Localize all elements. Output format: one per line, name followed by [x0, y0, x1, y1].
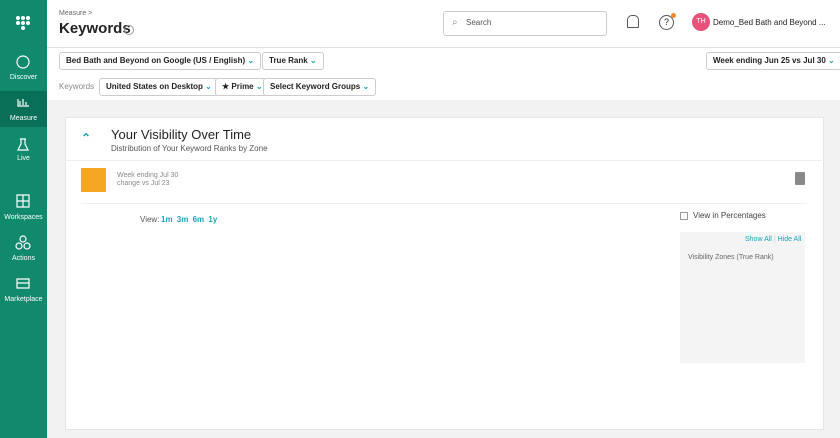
report-icon	[81, 168, 106, 192]
range[interactable]: 1m	[161, 215, 173, 224]
divider	[66, 160, 822, 161]
search-placeholder: Search	[466, 18, 492, 27]
search-box[interactable]: ⌕ Search	[443, 11, 607, 36]
divider	[81, 203, 807, 204]
range-options: 1m 3m 6m 1y	[161, 215, 217, 224]
legend-title: Visibility Zones (True Rank)	[688, 254, 774, 261]
location-dropdown[interactable]: United States on Desktop	[99, 78, 219, 96]
info-icon[interactable]	[124, 25, 134, 35]
card-title: Your Visibility Over Time	[111, 127, 252, 142]
bell-icon[interactable]	[627, 15, 639, 28]
download-icon[interactable]	[795, 172, 805, 185]
show-all[interactable]: Show All	[745, 236, 772, 243]
page-title: Keywords	[59, 20, 131, 37]
nav-icons: 01K2K3K4KNumber of Tracked KeywordsMay 1…	[0, 16, 47, 289]
nav-item[interactable]: Discover	[9, 74, 38, 81]
view-label: View:	[140, 215, 160, 224]
sidebar: 01K2K3K4KNumber of Tracked KeywordsMay 1…	[0, 0, 47, 438]
help-icon[interactable]: ?	[659, 15, 674, 30]
week-dropdown[interactable]: Week ending Jun 25 vs Jul 30	[706, 52, 840, 70]
filter-label: Keywords	[59, 82, 95, 91]
range[interactable]: 3m	[176, 215, 189, 224]
divider	[47, 47, 840, 48]
nav-item[interactable]: Workspaces	[4, 214, 43, 221]
legend-toggles: Show All | Hide All	[745, 236, 802, 243]
notice-dot	[671, 13, 676, 18]
rank-dropdown[interactable]: True Rank	[262, 52, 324, 70]
prime-label: ★ Prime	[222, 82, 254, 91]
change-note: change vs Jul 23	[117, 180, 170, 187]
groups-dropdown[interactable]: Select Keyword Groups	[263, 78, 377, 96]
percent-checkbox[interactable]	[680, 212, 688, 220]
nav-item[interactable]: Actions	[12, 255, 35, 262]
nav-item[interactable]: Live	[17, 155, 30, 162]
range[interactable]: 1y	[208, 215, 218, 224]
nav-item[interactable]: Marketplace	[4, 296, 43, 303]
percent-label[interactable]: View in Percentages	[693, 211, 766, 220]
breadcrumb[interactable]: Measure >	[59, 10, 93, 17]
card-subtitle: Distribution of Your Keyword Ranks by Zo…	[111, 144, 268, 153]
range[interactable]: 6m	[192, 215, 205, 224]
account-name[interactable]: Demo_Bed Bath and Beyond ...	[713, 18, 826, 27]
nav-item[interactable]: Measure	[9, 115, 38, 122]
hide-all[interactable]: Hide All	[777, 236, 802, 243]
week-note: Week ending Jul 30	[117, 172, 179, 179]
collapse-caret[interactable]: ⌃	[81, 131, 92, 145]
source-dropdown[interactable]: Bed Bath and Beyond on Google (US / Engl…	[59, 52, 262, 70]
legend-box	[680, 232, 805, 363]
avatar[interactable]: TH	[692, 13, 710, 31]
